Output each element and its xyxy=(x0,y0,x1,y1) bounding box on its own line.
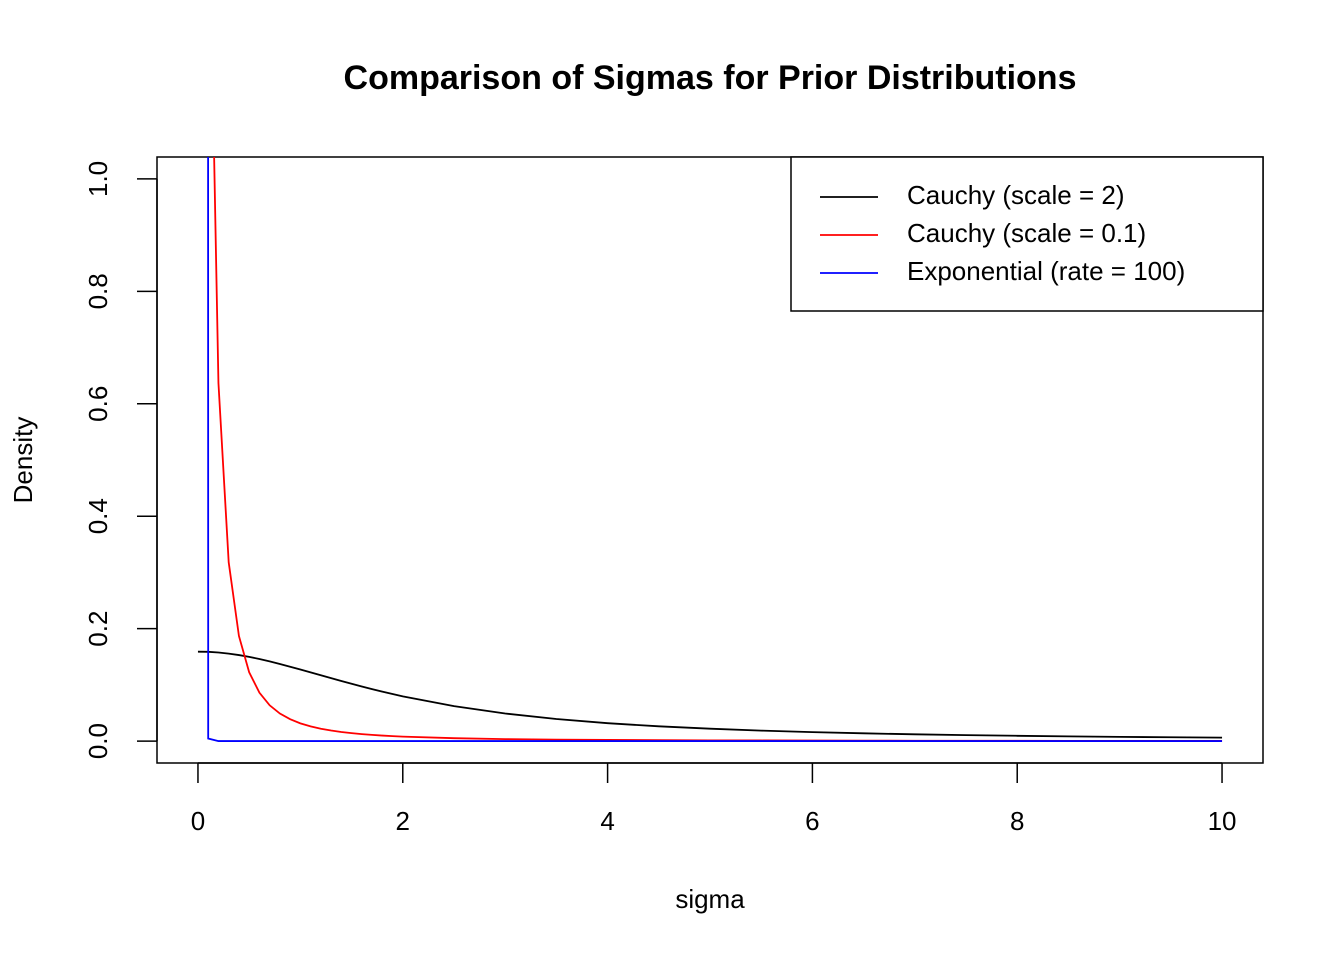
x-tick-label: 10 xyxy=(1208,806,1237,836)
y-tick-label: 0.8 xyxy=(83,273,113,309)
y-axis-label: Density xyxy=(8,417,38,504)
legend-box xyxy=(790,156,1264,312)
x-tick-label: 4 xyxy=(600,806,614,836)
y-tick-label: 0.6 xyxy=(83,386,113,422)
x-tick-label: 0 xyxy=(191,806,205,836)
x-axis-label: sigma xyxy=(675,884,745,914)
series-line xyxy=(197,650,1223,739)
chart-title: Comparison of Sigmas for Prior Distribut… xyxy=(344,59,1077,97)
y-tick-label: 0.0 xyxy=(83,723,113,759)
legend-label: Cauchy (scale = 2) xyxy=(907,180,1124,210)
legend-label: Cauchy (scale = 0.1) xyxy=(907,218,1146,248)
y-tick-label: 0.2 xyxy=(83,611,113,647)
y-tick-label: 0.4 xyxy=(83,498,113,534)
x-tick-label: 8 xyxy=(1010,806,1024,836)
y-tick-label: 1.0 xyxy=(83,161,113,197)
legend-label: Exponential (rate = 100) xyxy=(907,256,1185,286)
x-tick-label: 2 xyxy=(396,806,410,836)
series-line xyxy=(207,157,1223,742)
plot-area xyxy=(197,157,1223,742)
x-tick-label: 6 xyxy=(805,806,819,836)
